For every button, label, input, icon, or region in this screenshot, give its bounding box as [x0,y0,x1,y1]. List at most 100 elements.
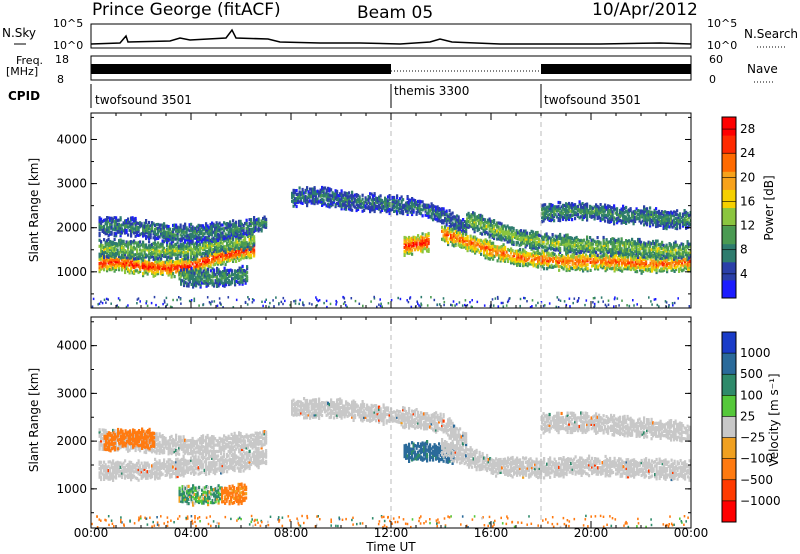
power-cell [181,251,184,255]
power-cell [519,263,522,267]
power-cell [205,240,208,244]
power-cell [643,241,646,245]
power-cell [409,251,412,255]
power-cell [101,229,104,233]
power-cell [396,202,399,206]
power-cell [547,263,550,267]
power-cell [541,235,544,239]
power-cell [192,275,195,279]
power-cell [125,267,128,271]
power-cell [328,205,331,209]
power-cell [218,259,221,263]
power-cell [418,201,421,205]
power-cell [319,190,322,194]
power-cell [181,228,184,232]
power-cell [143,263,146,267]
power-cell [205,259,208,263]
power-cell [152,236,155,240]
power-cell [602,253,605,257]
power-cell [523,251,526,255]
power-cell [212,263,215,267]
power-cell [472,213,475,217]
power-cell [599,247,602,251]
power-cell [227,245,230,249]
power-cell [98,258,101,262]
power-cell [240,274,243,278]
power-cell [623,243,626,247]
power-cell [535,235,538,239]
power-cell [182,265,185,269]
power-cell [423,246,426,251]
power-cell [244,271,247,275]
power-cell [133,269,136,273]
power-cell [190,236,193,240]
power-cell [257,227,260,231]
power-cell [637,263,640,267]
power-cell [460,243,463,247]
power-cell [190,276,193,280]
power-cell [142,264,145,268]
power-cell [478,213,481,218]
power-cell [164,253,167,257]
power-cell [465,238,468,242]
power-cell [112,262,115,266]
power-cell [466,237,469,241]
power-cell [352,204,355,208]
power-cell [219,272,222,276]
power-cell [620,241,623,245]
power-cell [322,198,325,202]
power-cell [190,232,193,236]
power-cell [550,203,553,207]
power-cell [238,229,241,233]
power-cell [432,206,435,210]
power-cell [113,267,116,271]
power-cell [577,246,580,250]
power-cell [521,233,524,237]
power-cell [490,247,493,251]
power-cell [348,203,351,207]
power-cell [450,233,453,237]
power-cell [394,209,397,213]
power-cell [340,205,343,209]
power-cell [188,229,191,233]
power-cell [583,250,586,254]
power-cell [476,225,479,229]
power-cell [420,200,423,204]
power-cell [145,230,148,235]
power-cell [235,220,238,224]
power-cell [199,230,202,234]
power-cell [517,241,520,245]
power-cell [154,251,157,255]
power-cell [583,257,586,261]
power-cell [199,244,202,248]
power-cell [490,219,493,223]
power-cell [103,230,106,234]
power-cell [130,240,133,244]
power-cell [208,226,211,230]
power-cell [670,251,673,255]
power-cell [324,192,327,196]
power-cell [515,237,518,241]
power-cell [216,284,219,288]
power-cell [662,243,665,248]
power-cell [451,239,454,243]
power-cell [481,218,484,222]
power-cell [251,230,254,234]
power-cell [170,246,173,250]
power-cell [100,248,103,252]
power-cell [294,191,297,195]
power-cell [689,254,691,258]
power-cell [529,245,532,249]
power-cell [655,255,658,259]
power-cell [186,268,189,272]
power-cell [535,257,538,261]
power-cell [154,271,157,275]
power-cell [574,258,577,262]
power-cell [411,212,414,217]
power-cell [649,267,652,271]
power-cell [522,248,525,252]
power-cell [220,262,223,266]
power-cell [504,259,507,263]
power-cell [628,261,631,265]
power-cell [148,230,151,234]
